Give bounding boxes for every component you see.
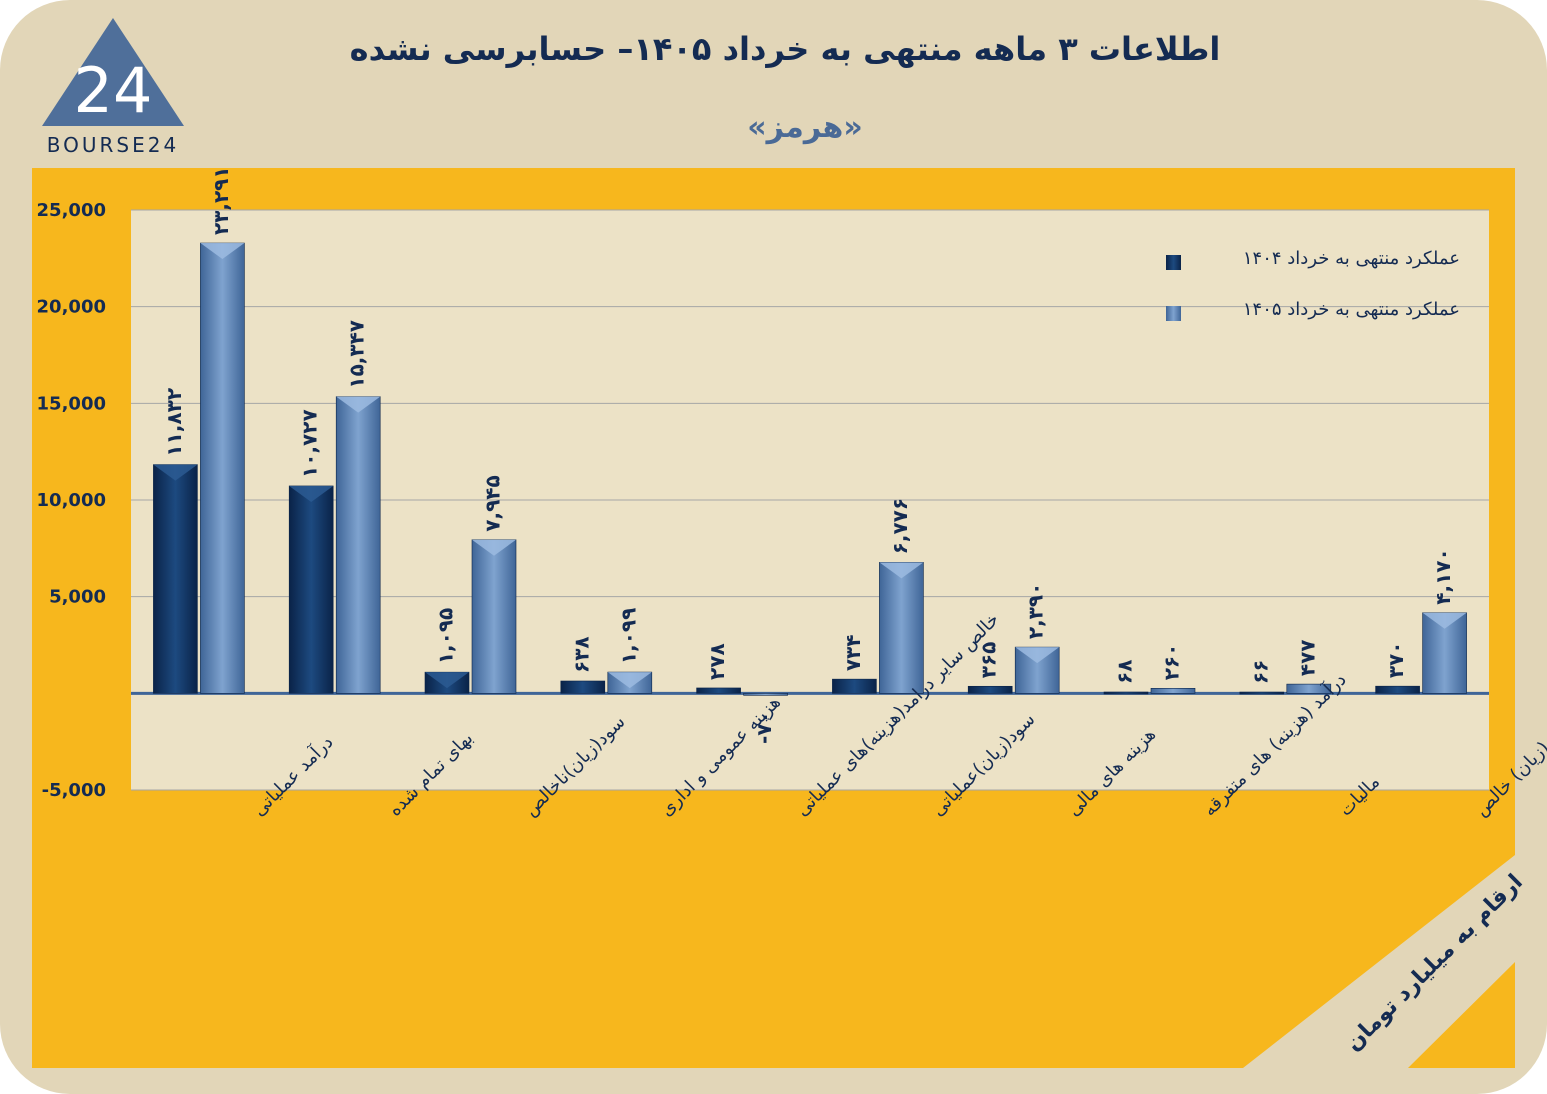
y-tick-label: 5,000 [49,587,106,608]
bar-cap [336,396,381,413]
bar-1404 [288,485,334,694]
bar-1405 [1150,688,1196,694]
bar-cap [425,672,469,689]
bar-1404 [967,685,1013,694]
legend-swatch-1405 [1166,306,1181,321]
y-tick-label: 20,000 [37,297,106,318]
data-label: ۱,۰۹۹ [616,608,640,664]
data-label: ۲,۳۹۰ [1024,583,1048,639]
bar-1404 [1103,691,1149,695]
bar-1404 [832,678,877,694]
bar-1404 [560,680,606,694]
bourse24-logo: 24 BOURSE24 [42,18,184,157]
data-label: ۲۷۸ [705,643,729,680]
bar-1405 [200,242,245,694]
bar-1405 [743,693,788,696]
chart-title: اطلاعات ۳ ماهه منتهی به خرداد ۱۴۰۵– حساب… [349,30,1221,68]
bar-cap [879,562,924,579]
data-labels: ۱۱,۸۳۲ ۲۳,۲۹۱ ۱۰,۷۲۷ ۱۵,۳۴۷ ۱,۰۹۵ ۷,۹۴۵ ۶۳۸ ۱,۰… [162,166,1455,744]
bar-1404 [1239,691,1285,695]
legend-label-1404: عملکرد منتهی به خرداد ۱۴۰۴ [1242,248,1460,269]
bar-1404 [696,687,741,694]
data-label: ۴,۱۷۰ [1431,548,1455,604]
bar-1405 [1286,683,1332,694]
bar-1405 [335,396,381,694]
data-label: -۷۰ [752,711,776,744]
data-label: ۳۷۰ [1384,642,1408,679]
legend-label-1405: عملکرد منتهی به خرداد ۱۴۰۵ [1242,299,1460,320]
bar-cap [200,243,245,260]
bar-1404 [1375,685,1420,694]
svg-text:24: 24 [74,54,153,127]
y-axis-ticks: 25,000 20,000 15,000 10,000 5,000 -5,000 [37,200,106,801]
bar-cap [153,464,198,481]
data-label: ۷۳۴ [841,635,865,672]
chart-subtitle: «هرمز» [747,110,863,145]
bar-cap [1422,612,1467,629]
legend-swatch-1404 [1166,255,1181,270]
data-label: ۶۸ [1113,660,1137,684]
bar-1404 [153,464,198,694]
y-tick-label: -5,000 [42,780,106,801]
data-label: ۱۵,۳۴۷ [345,320,369,389]
y-tick-label: 10,000 [37,490,106,511]
data-label: ۱,۰۹۵ [434,608,458,664]
data-label: ۴۷۷ [1295,639,1319,676]
data-label: ۲۶۰ [1160,644,1184,681]
bar-cap [1015,647,1060,664]
bars [153,242,1467,696]
bar-cap [472,539,516,556]
bar-cap [607,672,652,689]
legend [1166,255,1181,321]
data-label: ۳۶۵ [977,642,1001,679]
bar-cap [289,485,334,502]
data-label: ۶۳۸ [569,636,593,673]
data-label: ۶,۷۷۶ [888,498,912,554]
y-tick-label: 15,000 [37,393,106,414]
bar-1405 [879,562,924,694]
y-tick-label: 25,000 [37,200,106,221]
units-ribbon [1243,855,1515,1068]
data-label: ۶۶ [1248,660,1272,684]
data-label: ۱۱,۸۳۲ [162,388,186,457]
data-label: ۷,۹۴۵ [481,475,505,531]
data-label: ۲۳,۲۹۱ [209,166,233,235]
svg-text:BOURSE24: BOURSE24 [47,133,179,157]
bar-1405 [471,539,517,694]
data-label: ۱۰,۷۲۷ [298,409,322,478]
